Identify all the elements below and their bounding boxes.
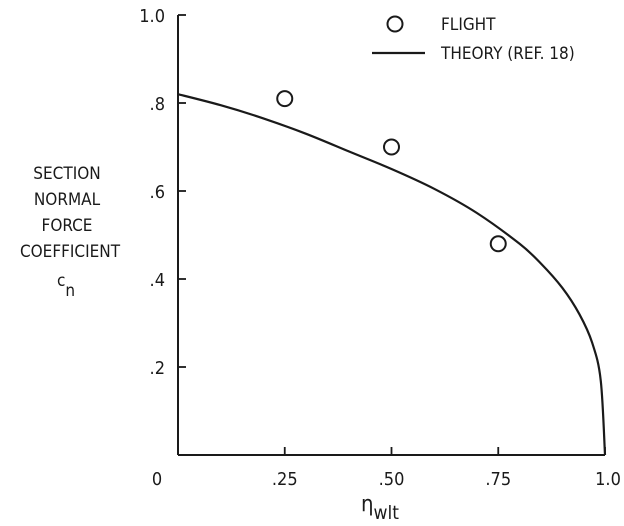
theory-curve bbox=[177, 93, 607, 456]
legend-flight-marker bbox=[386, 15, 404, 33]
x-tick-label: 0 bbox=[152, 469, 162, 490]
y-axis-label-line-3: FORCE bbox=[42, 216, 93, 236]
y-axis-ticks: .2 .4 .6 .8 1.0 bbox=[139, 6, 186, 379]
plot-axes bbox=[177, 15, 605, 456]
x-axis-symbol-main: η bbox=[361, 492, 374, 517]
legend: FLIGHT THEORY (REF. 18) bbox=[372, 15, 575, 64]
y-axis-symbol: cn bbox=[57, 271, 75, 301]
y-tick-label: .4 bbox=[150, 270, 165, 291]
x-axis-symbol-sub: wlt bbox=[374, 502, 400, 524]
x-axis-symbol: ηwlt bbox=[361, 492, 399, 524]
x-axis-label: ηwlt bbox=[361, 492, 399, 524]
flight-data-point bbox=[489, 235, 507, 253]
y-tick-label: .8 bbox=[150, 94, 165, 115]
y-axis-symbol-sub: n bbox=[65, 281, 75, 301]
plot-series bbox=[177, 90, 607, 456]
y-tick-label: .6 bbox=[150, 182, 165, 203]
y-tick-label: .2 bbox=[150, 358, 165, 379]
y-axis-label-line-2: NORMAL bbox=[34, 190, 101, 210]
flight-data-point bbox=[383, 138, 400, 156]
y-axis-label: SECTION NORMAL FORCE COEFFICIENT cn bbox=[20, 164, 121, 301]
y-axis-label-line-1: SECTION bbox=[33, 164, 100, 184]
x-tick-label: .50 bbox=[379, 469, 405, 490]
x-tick-label: .75 bbox=[485, 469, 511, 490]
y-axis-label-line-4: COEFFICIENT bbox=[20, 242, 121, 262]
legend-flight-label: FLIGHT bbox=[441, 15, 496, 35]
y-axis-symbol-main: c bbox=[57, 271, 65, 291]
legend-theory-label: THEORY (REF. 18) bbox=[440, 44, 575, 64]
flight-data-point bbox=[276, 90, 294, 108]
x-axis-ticks: 0 .25 .50 .75 1.0 bbox=[152, 447, 621, 490]
x-tick-label: 1.0 bbox=[595, 469, 621, 490]
x-tick-label: .25 bbox=[272, 469, 298, 490]
y-tick-label: 1.0 bbox=[139, 6, 165, 27]
